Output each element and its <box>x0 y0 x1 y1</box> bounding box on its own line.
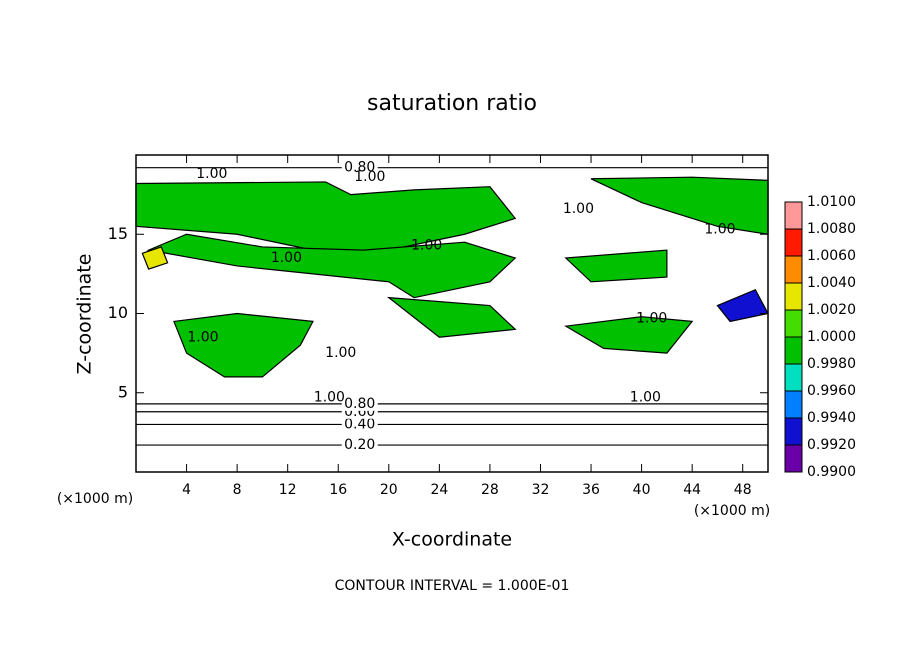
colorbar-swatch <box>785 256 802 283</box>
colorbar-tick-label: 1.0040 <box>807 275 856 291</box>
x-tick-label: 36 <box>582 482 600 498</box>
contour-label-bg <box>341 396 378 411</box>
filled-region <box>716 288 769 323</box>
contour-label: 0.80 <box>344 396 375 412</box>
contour-label: 1.00 <box>636 310 667 326</box>
colorbar-swatch <box>785 418 802 445</box>
contour-label: 1.00 <box>563 201 594 217</box>
filled-region <box>146 233 517 299</box>
contour-label: 0.20 <box>344 437 375 453</box>
contour-label: 1.00 <box>325 345 356 361</box>
x-tick-label: 16 <box>329 482 347 498</box>
contour-label: 1.00 <box>411 237 442 253</box>
contour-label-bg <box>341 160 378 175</box>
colorbar-tick-label: 1.0020 <box>807 302 856 318</box>
y-tick-label: 10 <box>108 303 128 322</box>
colorbar-swatch <box>785 310 802 337</box>
x-tick-label: 20 <box>380 482 398 498</box>
contour-label: 1.00 <box>630 390 661 406</box>
y-tick-label: 5 <box>118 382 128 401</box>
x-tick-label: 12 <box>279 482 297 498</box>
x-tick-label: 40 <box>633 482 651 498</box>
colorbar-tick-label: 0.9960 <box>807 383 856 399</box>
colorbar-tick-label: 0.9980 <box>807 356 856 372</box>
y-tick-label: 15 <box>108 224 128 243</box>
colorbar-swatch <box>785 445 802 472</box>
contour-label: 1.00 <box>314 390 345 406</box>
contour-label: 0.80 <box>344 160 375 176</box>
colorbar-swatch <box>785 202 802 229</box>
colorbar-swatch <box>785 283 802 310</box>
colorbar-swatch <box>785 229 802 256</box>
colorbar-tick-label: 1.0080 <box>807 221 856 237</box>
x-tick-label: 48 <box>734 482 752 498</box>
filled-region <box>135 181 517 251</box>
y-unit: (×1000 m) <box>57 491 133 507</box>
colorbar-swatch <box>785 337 802 364</box>
x-tick-label: 44 <box>683 482 701 498</box>
chart-title: saturation ratio <box>367 91 537 116</box>
y-axis-label: Z-coordinate <box>74 254 96 375</box>
contour-label-bg <box>341 417 378 432</box>
contour-label: 0.40 <box>344 416 375 432</box>
x-axis-label: X-coordinate <box>392 529 512 551</box>
x-tick-label: 4 <box>182 482 191 498</box>
filled-region <box>173 312 314 378</box>
colorbar-tick-label: 0.9900 <box>807 464 856 480</box>
x-tick-label: 24 <box>430 482 448 498</box>
colorbar-swatch <box>785 391 802 418</box>
filled-region <box>386 296 517 338</box>
colorbar-tick-label: 0.9920 <box>807 437 856 453</box>
contour-label: 1.00 <box>354 169 385 185</box>
colorbar-swatch <box>785 364 802 391</box>
x-tick-label: 32 <box>532 482 550 498</box>
x-unit: (×1000 m) <box>694 503 770 519</box>
contour-label: 1.00 <box>187 329 218 345</box>
contour-label: 1.00 <box>704 221 735 237</box>
colorbar-tick-label: 1.0060 <box>807 248 856 264</box>
footer-note: CONTOUR INTERVAL = 1.000E-01 <box>335 578 570 594</box>
x-tick-label: 8 <box>233 482 242 498</box>
x-tick-label: 28 <box>481 482 499 498</box>
contour-label: 1.00 <box>196 166 227 182</box>
colorbar-tick-label: 1.0000 <box>807 329 856 345</box>
contour-label-bg <box>341 438 378 453</box>
contour-label: 1.00 <box>271 250 302 266</box>
filled-region <box>590 176 769 235</box>
filled-region <box>563 316 694 354</box>
colorbar-tick-label: 0.9940 <box>807 410 856 426</box>
colorbar-tick-label: 1.0100 <box>807 194 856 210</box>
filled-region <box>564 249 668 283</box>
filled-region <box>141 246 169 270</box>
